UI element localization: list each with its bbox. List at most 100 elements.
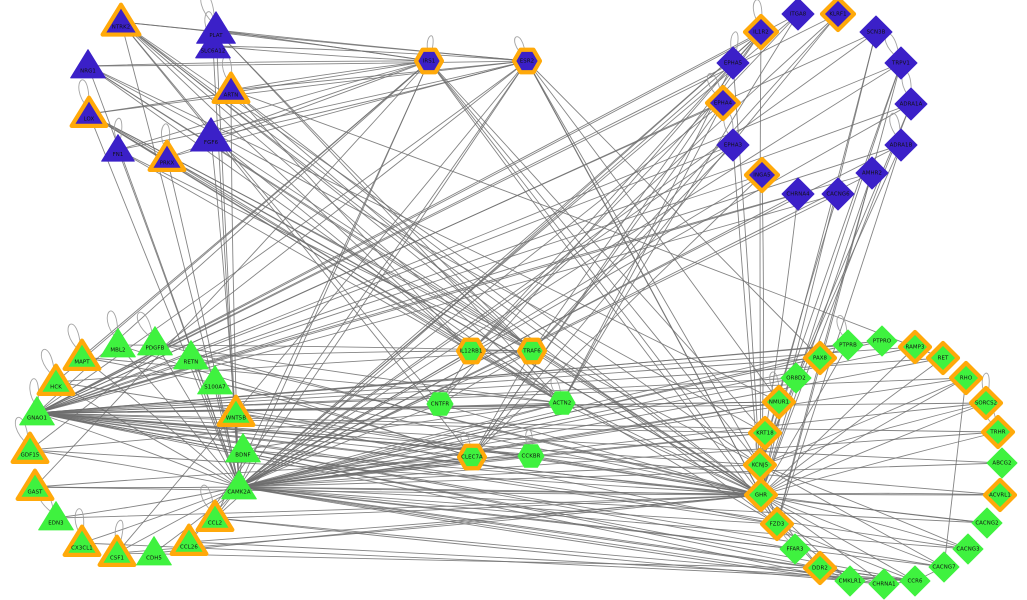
graph-node[interactable]	[821, 177, 855, 211]
node-shape-diamond[interactable]	[968, 385, 1004, 421]
node-shape-diamond[interactable]	[759, 506, 795, 542]
graph-node[interactable]	[832, 329, 864, 361]
node-shape-triangle[interactable]	[38, 501, 74, 531]
graph-node[interactable]	[781, 0, 815, 31]
graph-node[interactable]	[743, 156, 781, 194]
node-shape-diamond[interactable]	[980, 414, 1016, 450]
graph-node[interactable]	[137, 326, 173, 356]
node-shape-triangle[interactable]	[225, 433, 261, 463]
node-shape-diamond[interactable]	[747, 415, 783, 451]
graph-node[interactable]	[704, 84, 742, 122]
node-shape-diamond[interactable]	[884, 128, 918, 162]
graph-node[interactable]	[516, 337, 548, 365]
graph-node[interactable]	[100, 328, 136, 358]
node-shape-triangle[interactable]	[36, 363, 76, 396]
node-shape-hexagon[interactable]	[517, 444, 545, 468]
graph-node[interactable]	[197, 365, 233, 395]
graph-node[interactable]	[866, 325, 898, 357]
node-shape-triangle[interactable]	[100, 2, 142, 37]
node-shape-diamond[interactable]	[781, 0, 815, 31]
node-shape-hexagon[interactable]	[456, 443, 488, 471]
node-shape-hexagon[interactable]	[511, 47, 543, 75]
graph-node[interactable]	[834, 565, 866, 597]
graph-node[interactable]	[899, 565, 931, 597]
graph-node[interactable]	[759, 506, 795, 542]
graph-node[interactable]	[100, 2, 142, 37]
graph-node[interactable]	[925, 340, 961, 376]
graph-node[interactable]	[952, 533, 984, 565]
node-shape-triangle[interactable]	[15, 468, 55, 501]
node-shape-triangle[interactable]	[211, 71, 251, 104]
graph-node[interactable]	[195, 29, 231, 59]
graph-node[interactable]	[62, 338, 102, 371]
graph-node[interactable]	[716, 46, 750, 80]
node-shape-diamond[interactable]	[868, 568, 900, 600]
node-shape-diamond[interactable]	[821, 177, 855, 211]
graph-node[interactable]	[413, 47, 445, 75]
node-shape-diamond[interactable]	[802, 340, 838, 376]
graph-node[interactable]	[742, 13, 780, 51]
node-shape-triangle[interactable]	[62, 338, 102, 371]
node-shape-diamond[interactable]	[855, 156, 889, 190]
graph-node[interactable]	[819, 0, 857, 33]
graph-node[interactable]	[802, 550, 838, 586]
graph-node[interactable]	[147, 139, 187, 172]
node-shape-diamond[interactable]	[716, 46, 750, 80]
graph-node[interactable]	[455, 337, 487, 365]
graph-node[interactable]	[97, 534, 137, 567]
graph-node[interactable]	[38, 501, 74, 531]
graph-node[interactable]	[716, 128, 750, 162]
graph-node[interactable]	[868, 568, 900, 600]
node-shape-triangle[interactable]	[195, 499, 235, 532]
node-shape-triangle[interactable]	[169, 523, 209, 556]
node-shape-triangle[interactable]	[19, 396, 55, 426]
node-shape-diamond[interactable]	[894, 87, 928, 121]
graph-node[interactable]	[36, 363, 76, 396]
node-shape-diamond[interactable]	[899, 565, 931, 597]
node-shape-triangle[interactable]	[10, 431, 50, 464]
node-shape-triangle[interactable]	[101, 134, 135, 162]
graph-node[interactable]	[62, 524, 102, 557]
graph-node[interactable]	[216, 394, 256, 427]
node-shape-triangle[interactable]	[195, 29, 231, 59]
graph-node[interactable]	[894, 87, 928, 121]
graph-node[interactable]	[10, 431, 50, 464]
graph-node[interactable]	[980, 414, 1016, 450]
node-shape-hexagon[interactable]	[413, 47, 445, 75]
node-shape-diamond[interactable]	[982, 477, 1018, 513]
node-shape-triangle[interactable]	[70, 49, 106, 79]
node-shape-diamond[interactable]	[819, 0, 857, 33]
node-shape-hexagon[interactable]	[548, 391, 576, 415]
graph-node[interactable]	[169, 523, 209, 556]
node-shape-triangle[interactable]	[100, 328, 136, 358]
node-shape-triangle[interactable]	[147, 139, 187, 172]
graph-node[interactable]	[743, 477, 779, 513]
node-shape-diamond[interactable]	[859, 15, 893, 49]
node-shape-diamond[interactable]	[884, 46, 918, 80]
node-shape-triangle[interactable]	[97, 534, 137, 567]
graph-node[interactable]	[19, 396, 55, 426]
node-shape-hexagon[interactable]	[516, 337, 548, 365]
graph-node[interactable]	[456, 443, 488, 471]
graph-node[interactable]	[225, 433, 261, 463]
graph-node[interactable]	[15, 468, 55, 501]
node-shape-hexagon[interactable]	[455, 337, 487, 365]
node-shape-diamond[interactable]	[948, 360, 984, 396]
node-shape-triangle[interactable]	[190, 117, 232, 152]
node-shape-diamond[interactable]	[781, 177, 815, 211]
node-shape-diamond[interactable]	[743, 477, 779, 513]
graph-node[interactable]	[779, 533, 811, 565]
node-shape-diamond[interactable]	[716, 128, 750, 162]
graph-node[interactable]	[211, 71, 251, 104]
graph-node[interactable]	[136, 536, 172, 566]
graph-node[interactable]	[426, 392, 454, 416]
graph-node[interactable]	[190, 117, 232, 152]
graph-node[interactable]	[70, 49, 106, 79]
graph-node[interactable]	[781, 177, 815, 211]
graph-node[interactable]	[195, 499, 235, 532]
graph-node[interactable]	[69, 95, 109, 128]
node-shape-triangle[interactable]	[221, 470, 257, 500]
graph-node[interactable]	[968, 385, 1004, 421]
graph-node[interactable]	[548, 391, 576, 415]
